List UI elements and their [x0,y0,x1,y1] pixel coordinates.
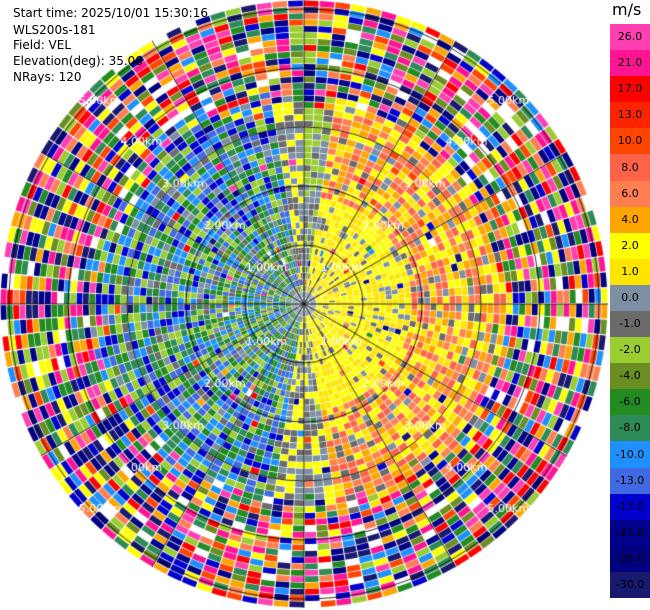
colorbar-label: 8.0 [621,160,639,174]
colorbar-label: -17.0 [615,499,645,513]
colorbar-label: -30.0 [615,577,645,591]
colorbar-label: 21.0 [617,56,643,70]
colorbar-segment [610,571,650,599]
colorbar-segment [610,206,650,234]
colorbar-label: 13.0 [617,108,643,122]
colorbar-label: -4.0 [619,369,641,383]
colorbar-segment [610,154,650,182]
colorbar-segment [610,519,650,547]
colorbar-label: -2.0 [619,343,641,357]
colorbar: 26.0 21.0 17.0 13.0 10.0 8.0 6.0 4.0 2.0 1.0 0.0 -1… [610,24,650,599]
colorbar-segment [610,545,650,573]
elevation-text: Elevation(deg): 35.00 [13,54,143,68]
colorbar-segment [610,441,650,469]
colorbar-segment [610,24,650,51]
colorbar-segment [610,311,650,338]
colorbar-segment [610,102,650,129]
instrument-text: WLS200s-181 [13,23,96,37]
colorbar-label: -8.0 [619,421,641,435]
colorbar-label: 1.0 [621,264,639,278]
colorbar-segment [610,389,650,416]
colorbar-segment [610,284,650,312]
colorbar-segment [610,493,650,521]
colorbar-segment [610,258,650,286]
colorbar-label: -10.0 [615,447,645,461]
colorbar-segment [610,232,650,260]
colorbar-label: 17.0 [617,82,643,96]
colorbar-label: 0.0 [621,290,639,304]
colorbar-segment [610,128,650,155]
colorbar-segment [610,363,650,390]
colorbar-segment [610,467,650,495]
colorbar-segment [610,337,650,364]
colorbar-label: -21.0 [615,525,645,539]
colorbar-segment [610,180,650,208]
colorbar-segment [610,50,650,77]
field-text: Field: VEL [13,38,72,52]
radar-ppi-plot [0,0,610,610]
colorbar-segment [610,415,650,442]
colorbar-label: 4.0 [621,212,639,226]
colorbar-label: 2.0 [621,238,639,252]
colorbar-label: 26.0 [617,30,643,44]
colorbar-label: -1.0 [619,317,641,331]
colorbar-label: 10.0 [617,134,643,148]
colorbar-label: -26.0 [615,551,645,565]
nrays-text: NRays: 120 [13,70,82,84]
colorbar-segment [610,76,650,103]
colorbar-label: -6.0 [619,395,641,409]
start-time-text: Start time: 2025/10/01 15:30:16 [13,6,208,20]
colorbar-label: -13.0 [615,473,645,487]
colorbar-unit: m/s [612,0,642,19]
colorbar-label: 6.0 [621,186,639,200]
